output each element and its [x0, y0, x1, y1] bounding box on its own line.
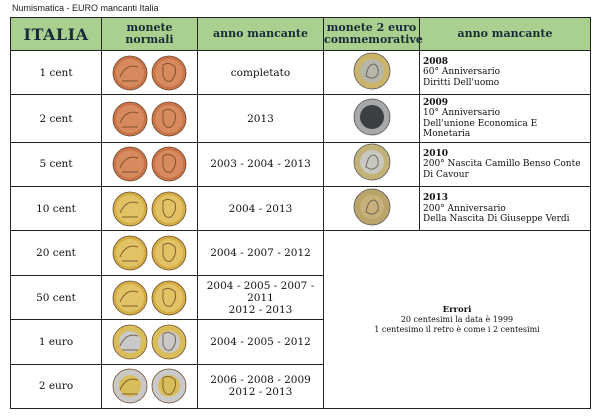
coin-front-icon — [112, 280, 148, 315]
denomination-cell: 5 cent — [10, 141, 102, 188]
header-country: ITALIA — [10, 17, 102, 51]
denomination-cell: 1 cent — [10, 49, 102, 96]
commemorative-coin-cell — [323, 49, 420, 96]
errors-line1: 20 centesimi la data è 1999 — [400, 314, 514, 324]
missing-years-line: 2004 - 2007 - 2012 — [210, 247, 311, 260]
commemorative-coin-icon — [353, 52, 390, 90]
missing-years-cell: 2003 - 2004 - 2013 — [197, 141, 324, 188]
commemorative-year: 2013 — [423, 193, 449, 204]
denomination-cell: 2 euro — [10, 363, 102, 410]
commemorative-description-cell: 2013 200° Anniversario Della Nascita Di Gi… — [419, 186, 591, 232]
coin-back-icon — [151, 324, 187, 360]
denomination-cell: 50 cent — [10, 274, 102, 321]
coin-images-cell — [101, 141, 198, 188]
missing-years-line: 2006 - 2008 - 2009 — [210, 374, 311, 387]
header-commemorative: monete 2 euro commemorative — [323, 17, 423, 51]
missing-years-line: 2004 - 2013 — [228, 202, 293, 215]
commemorative-description-cell: 2008 60° Anniversario Diritti Dell'uomo — [419, 49, 591, 96]
coin-front-icon — [112, 55, 148, 91]
missing-years-line: 2004 - 2005 - 2012 — [210, 335, 311, 348]
coin-back-icon — [151, 368, 187, 404]
commemorative-year: 2008 — [423, 56, 449, 67]
commemorative-description-cell: 2010 200° Nascita Camillo Benso Conte Di C… — [419, 141, 591, 188]
commemorative-coin-icon — [353, 98, 390, 135]
commemorative-coin-cell — [323, 186, 420, 232]
coin-back-icon — [151, 147, 187, 182]
coin-front-icon — [112, 368, 148, 404]
missing-years-line: 2004 - 2005 - 2007 - 2011 — [206, 279, 315, 304]
commemorative-coin-icon — [353, 188, 390, 226]
commemorative-line2: Di Cavour — [423, 169, 469, 180]
errors-line2: 1 centesimo il retro è come i 2 centesim… — [374, 324, 540, 334]
coin-back-icon — [151, 235, 187, 271]
missing-years-cell: 2006 - 2008 - 2009 2012 - 2013 — [197, 363, 324, 410]
missing-years-cell: 2004 - 2005 - 2012 — [197, 319, 324, 365]
table-row: 5 cent 2003 - 2004 - 2013 2010 200° Nascita… — [10, 141, 591, 188]
commemorative-year: 2010 — [423, 148, 449, 159]
coin-front-icon — [112, 235, 148, 271]
coin-front-icon — [112, 324, 148, 360]
table-row: 2 euro 2006 - 2008 - 2009 2012 - 2013 — [10, 363, 591, 410]
denomination-cell: 20 cent — [10, 230, 102, 276]
coin-images-cell — [101, 319, 198, 365]
missing-years-line: 2003 - 2004 - 2013 — [210, 158, 311, 171]
coin-front-icon — [112, 191, 148, 227]
denomination-cell: 1 euro — [10, 319, 102, 365]
commemorative-line1: 200° Nascita Camillo Benso Conte — [423, 159, 581, 170]
table-row: 1 euro 2004 - 2005 - 2012 — [10, 319, 591, 365]
commemorative-line2: Dell'unione Economica E Monetaria — [423, 118, 538, 140]
missing-years-cell: 2004 - 2007 - 2012 — [197, 230, 324, 276]
header-missing-year-2: anno mancante — [419, 17, 591, 51]
table-row: 50 cent 2004 - 2005 - 2007 - 2011 2012 - 2… — [10, 274, 591, 321]
table-row: 20 cent 2004 - 2007 - 2012 Errori 20 centes… — [10, 230, 591, 409]
commemorative-line2: Diritti Dell'uomo — [423, 77, 500, 88]
coin-images-cell — [101, 186, 198, 232]
coin-back-icon — [151, 280, 187, 315]
coin-back-icon — [151, 55, 187, 91]
header-normal-coins: monete normali — [101, 17, 198, 51]
coin-front-icon — [112, 101, 148, 136]
errors-note-cell: Errori 20 centesimi la data è 1999 1 cente… — [323, 230, 591, 409]
commemorative-description-cell: 2009 10° Anniversario Dell'unione Economic… — [419, 94, 591, 143]
commemorative-coin-icon — [353, 144, 390, 181]
table-row: 10 cent 2004 - 2013 2013 200° Anniversario D… — [10, 186, 591, 232]
missing-years-cell: 2013 — [197, 94, 324, 143]
coin-images-cell — [101, 49, 198, 96]
commemorative-coin-cell — [323, 141, 420, 188]
coin-back-icon — [151, 101, 187, 136]
missing-years-cell: 2004 - 2005 - 2007 - 2011 2012 - 2013 — [197, 274, 324, 321]
header-missing-year: anno mancante — [197, 17, 324, 51]
coin-images-cell — [101, 363, 198, 410]
commemorative-line1: 200° Anniversario — [423, 203, 506, 214]
commemorative-line2: Della Nascita Di Giuseppe Verdi — [423, 214, 570, 225]
euro-coins-table: ITALIA monete normali anno mancante mone… — [10, 17, 591, 410]
coin-front-icon — [112, 147, 148, 182]
table-row: 2 cent 2013 2009 10° Anniversario Dell'union… — [10, 94, 591, 143]
denomination-cell: 10 cent — [10, 186, 102, 232]
coin-images-cell — [101, 94, 198, 143]
missing-years-cell: completato — [197, 49, 324, 96]
commemorative-line1: 60° Anniversario — [423, 67, 501, 78]
commemorative-line1: 10° Anniversario — [423, 108, 501, 119]
missing-years-line: 2012 - 2013 — [228, 386, 293, 399]
denomination-cell: 2 cent — [10, 94, 102, 143]
errors-title: Errori — [442, 304, 472, 315]
commemorative-coin-cell — [323, 94, 420, 143]
coin-images-cell — [101, 230, 198, 276]
commemorative-year: 2009 — [423, 97, 449, 108]
missing-years-line: completato — [230, 66, 291, 79]
coin-back-icon — [151, 191, 187, 227]
table-row: 1 cent completato 2008 60° Anniversario Diri… — [10, 49, 591, 96]
missing-years-line: 2013 — [247, 112, 274, 125]
page-caption: Numismatica - EURO mancanti Italia — [12, 3, 159, 13]
missing-years-line: 2012 - 2013 — [228, 303, 293, 316]
coin-images-cell — [101, 274, 198, 321]
missing-years-cell: 2004 - 2013 — [197, 186, 324, 232]
